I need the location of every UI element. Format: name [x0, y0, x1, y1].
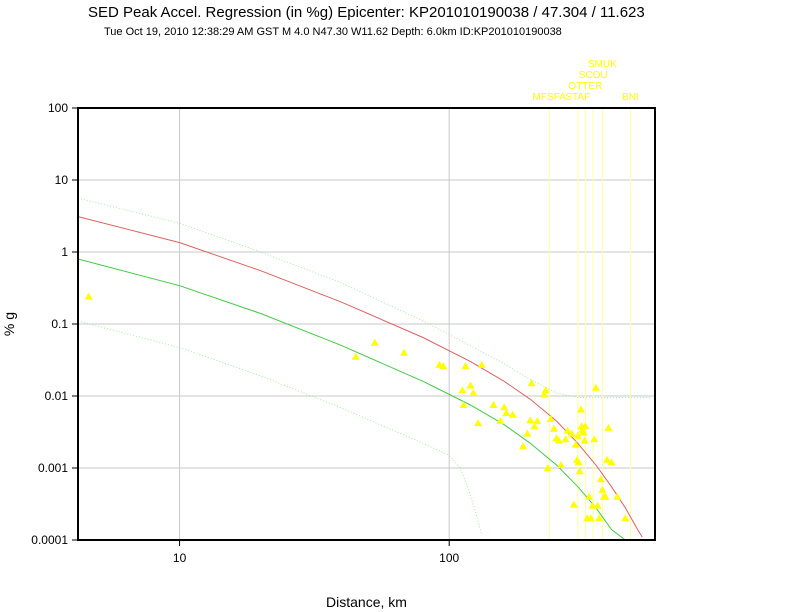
y-tick-label: 0.0001 [31, 533, 68, 547]
data-point [581, 422, 590, 430]
data-point [574, 458, 583, 466]
data-point [541, 386, 550, 394]
y-tick-label: 10 [55, 173, 69, 187]
data-point [500, 403, 509, 411]
data-point [603, 455, 611, 463]
data-point [523, 429, 532, 437]
y-tick-label: 0.1 [51, 317, 68, 331]
chart-title: SED Peak Accel. Regression (in %g) Epice… [88, 4, 645, 21]
curve-minus_sigma [77, 258, 626, 541]
y-axis-label: % g [1, 312, 17, 336]
data-point [607, 458, 616, 466]
data-point [550, 424, 559, 432]
data-point [571, 440, 580, 448]
data-point [579, 428, 588, 436]
data-point [596, 475, 605, 483]
data-point [526, 416, 535, 424]
data-point [439, 362, 448, 370]
data-point [604, 423, 613, 431]
y-tick-label: 0.001 [38, 461, 68, 475]
data-point [557, 461, 566, 468]
data-point [469, 389, 478, 396]
data-point [84, 292, 93, 300]
data-point [400, 348, 408, 356]
curve-minus_2sigma [77, 320, 483, 535]
grid-lines [78, 107, 655, 541]
data-point [573, 431, 582, 439]
data-point [575, 467, 584, 475]
data-point [585, 492, 593, 500]
data-point [370, 338, 379, 346]
data-point [543, 464, 552, 471]
data-point [586, 514, 595, 522]
data-point [466, 381, 475, 389]
y-tick-label: 100 [48, 101, 68, 115]
data-point [554, 436, 563, 444]
curve-mean [77, 216, 643, 538]
data-points [84, 292, 630, 522]
data-point [519, 442, 528, 450]
data-point [563, 426, 572, 434]
station-label: BNI [622, 92, 639, 103]
data-point [461, 362, 470, 370]
data-point [540, 390, 549, 398]
station-label: OTTER [568, 81, 602, 92]
y-tick-label: 1 [61, 245, 68, 259]
x-axis-label: Distance, km [326, 594, 407, 610]
station-label: MFSFA [533, 92, 567, 103]
data-point [561, 435, 570, 443]
axis-ticks: 100 10 1 0.1 0.01 0.001 0.0001 10 100 [31, 101, 459, 565]
y-tick-label: 0.01 [45, 389, 69, 403]
station-label: STAF [565, 92, 590, 103]
data-point [477, 360, 486, 368]
data-point [601, 492, 610, 500]
data-point [474, 419, 483, 427]
data-point [502, 409, 511, 416]
data-point [508, 410, 517, 418]
data-point [590, 435, 599, 443]
curve-plus_2sigma [77, 197, 651, 399]
station-label: SCOU [579, 70, 608, 81]
data-point [458, 386, 467, 394]
data-point [533, 417, 542, 424]
data-point [530, 422, 539, 430]
regression-curves [77, 197, 651, 541]
chart-subtitle: Tue Oct 19, 2010 12:38:29 AM GST M 4.0 N… [104, 26, 562, 38]
data-point [595, 514, 604, 522]
data-point [613, 492, 622, 500]
data-point [591, 383, 600, 391]
data-point [527, 379, 536, 387]
data-point [546, 415, 555, 422]
x-tick-label: 10 [173, 551, 187, 565]
plot-frame [77, 107, 656, 541]
data-point [569, 500, 578, 508]
data-point [580, 436, 589, 444]
data-point [496, 417, 505, 424]
data-point [598, 485, 607, 493]
data-point [593, 501, 602, 509]
data-point [489, 401, 498, 408]
data-point [567, 429, 576, 437]
data-point [459, 401, 468, 408]
data-point [351, 352, 360, 360]
data-point [621, 514, 630, 522]
data-point [576, 405, 585, 413]
station-label: SMUK [588, 59, 617, 70]
x-tick-label: 100 [439, 551, 459, 565]
